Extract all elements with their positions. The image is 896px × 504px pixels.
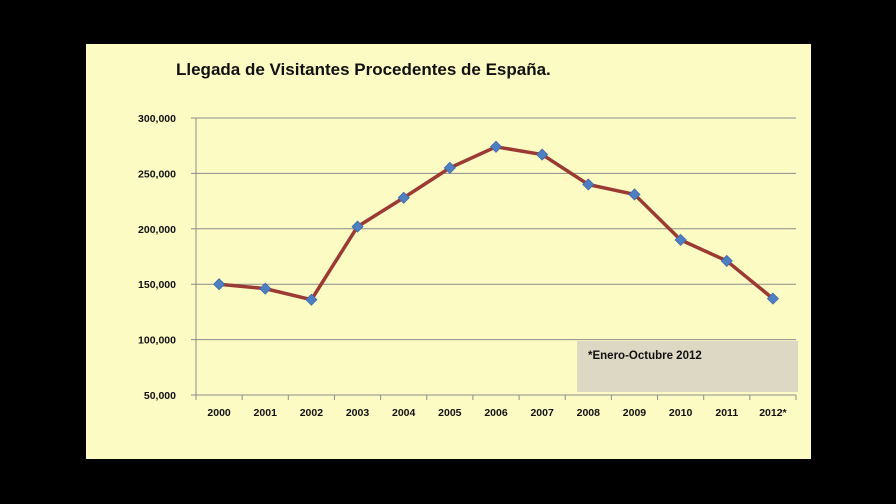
y-tick-label: 250,000 (138, 168, 176, 180)
x-axis-ticks: 2000 2001 2002 2003 2004 2005 2006 2007 2008 2009… (195, 395, 797, 419)
gridlines (196, 117, 796, 341)
series-line (218, 145, 775, 302)
y-tick-label: 100,000 (138, 335, 176, 347)
x-tick-label: 2009 (623, 407, 647, 419)
note-text: *Enero-Octubre 2012 (588, 350, 702, 362)
x-tick-label: 2000 (207, 407, 231, 419)
data-point-2007 (536, 148, 549, 161)
x-tick-label: 2008 (577, 407, 601, 419)
data-point-2008 (582, 178, 595, 191)
chart-title: Llegada de Visitantes Procedentes de Esp… (176, 60, 551, 79)
x-tick-label: 2010 (669, 407, 693, 419)
series-layer (213, 140, 779, 306)
data-point-2003 (351, 220, 364, 233)
line-chart: Llegada de Visitantes Procedentes de Esp… (138, 60, 798, 419)
data-point-2000 (213, 278, 226, 291)
chart-slide: Llegada de Visitantes Procedentes de Esp… (86, 44, 811, 459)
data-point-2002 (305, 293, 318, 306)
data-point-2011 (720, 254, 733, 267)
y-tick-label: 150,000 (138, 279, 176, 291)
y-tick-label: 50,000 (144, 390, 176, 402)
x-tick-label: 2006 (484, 407, 508, 419)
x-tick-label: 2007 (530, 407, 554, 419)
x-tick-label: 2001 (254, 407, 278, 419)
data-point-2004 (397, 191, 410, 204)
x-tick-label: 2012* (759, 407, 787, 419)
x-tick-label: 2002 (300, 407, 324, 419)
data-point-2010 (674, 233, 687, 246)
data-point-2005 (443, 161, 456, 174)
data-point-2001 (259, 282, 272, 295)
y-axis-ticks: 50,000 100,000 150,000 200,000 250,000 300,00… (138, 113, 196, 402)
x-tick-label: 2003 (346, 407, 370, 419)
data-point-2006 (489, 140, 503, 153)
y-tick-label: 300,000 (138, 113, 176, 125)
data-point-2009 (628, 188, 641, 201)
x-tick-label: 2011 (715, 407, 738, 419)
note-box (577, 341, 798, 392)
data-point-2012* (766, 292, 779, 305)
y-tick-label: 200,000 (138, 224, 176, 236)
x-tick-label: 2004 (392, 407, 416, 419)
x-tick-label: 2005 (438, 407, 462, 419)
